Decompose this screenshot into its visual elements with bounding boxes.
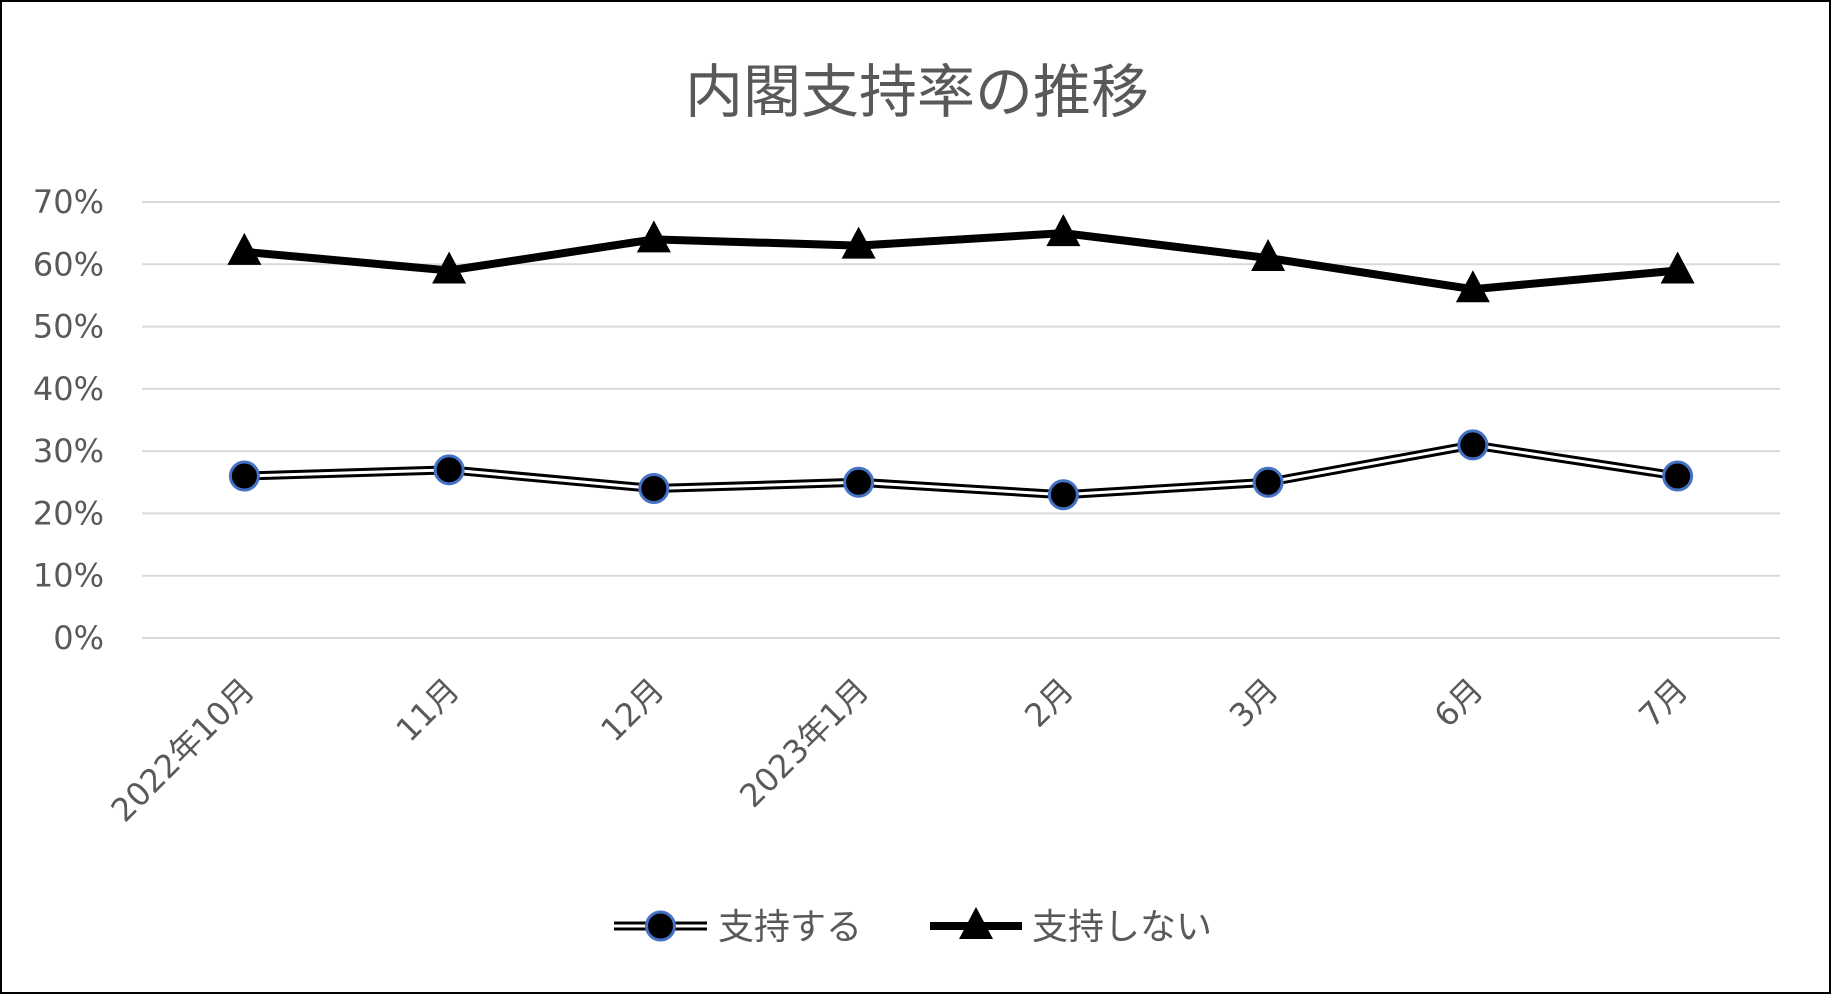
x-tick-label: 7月 xyxy=(1631,671,1695,735)
data-point-series-2 xyxy=(1660,251,1695,284)
y-tick-label: 70% xyxy=(33,183,104,221)
data-point-series-2 xyxy=(841,226,876,259)
data-point-series-2 xyxy=(432,251,467,284)
y-tick-label: 30% xyxy=(33,432,104,470)
legend-label: 支持しない xyxy=(1032,907,1212,948)
x-tick-label: 11月 xyxy=(388,671,466,749)
data-point-series-1 xyxy=(638,473,670,505)
data-point-series-2 xyxy=(636,220,671,253)
y-axis-tick-labels: 0% 10% 20% 30% 40% 50% 60% 70% xyxy=(33,183,104,657)
y-tick-label: 0% xyxy=(53,619,104,657)
data-point-series-1 xyxy=(1662,460,1694,492)
x-tick-label: 12月 xyxy=(593,671,671,749)
data-point-series-1 xyxy=(1252,466,1284,498)
data-point-series-1 xyxy=(1047,479,1079,511)
y-tick-label: 50% xyxy=(33,308,104,346)
legend-label: 支持する xyxy=(718,907,862,948)
y-tick-label: 40% xyxy=(33,370,104,408)
legend: 支持する 支持しない xyxy=(614,907,1212,948)
x-axis-tick-labels: 2022年10月 11月 12月 2023年1月 2月 3月 6月 7月 xyxy=(104,671,1696,830)
data-point-series-2 xyxy=(1251,239,1286,272)
series-markers xyxy=(227,214,1695,511)
data-point-series-1 xyxy=(228,460,260,492)
legend-swatch-marker xyxy=(645,910,676,942)
data-point-series-1 xyxy=(433,454,465,486)
x-tick-label: 2023年1月 xyxy=(732,671,876,815)
data-point-series-2 xyxy=(1046,214,1081,247)
y-tick-label: 60% xyxy=(33,245,104,283)
chart-title: 内閣支持率の推移 xyxy=(685,58,1149,126)
legend-swatch-marker xyxy=(959,907,993,939)
data-point-series-2 xyxy=(1455,270,1490,303)
data-point-series-1 xyxy=(1457,429,1489,461)
y-tick-label: 10% xyxy=(33,557,104,595)
data-point-series-2 xyxy=(227,232,262,265)
series-lines xyxy=(244,229,1679,500)
series-line-1-inner xyxy=(244,443,1678,497)
x-tick-label: 3月 xyxy=(1222,671,1286,735)
x-tick-label: 2月 xyxy=(1017,671,1081,735)
data-point-series-1 xyxy=(843,466,875,498)
x-tick-label: 2022年10月 xyxy=(104,671,263,830)
y-tick-label: 20% xyxy=(33,494,104,532)
series-line-2 xyxy=(244,229,1678,294)
x-tick-label: 6月 xyxy=(1427,671,1491,735)
